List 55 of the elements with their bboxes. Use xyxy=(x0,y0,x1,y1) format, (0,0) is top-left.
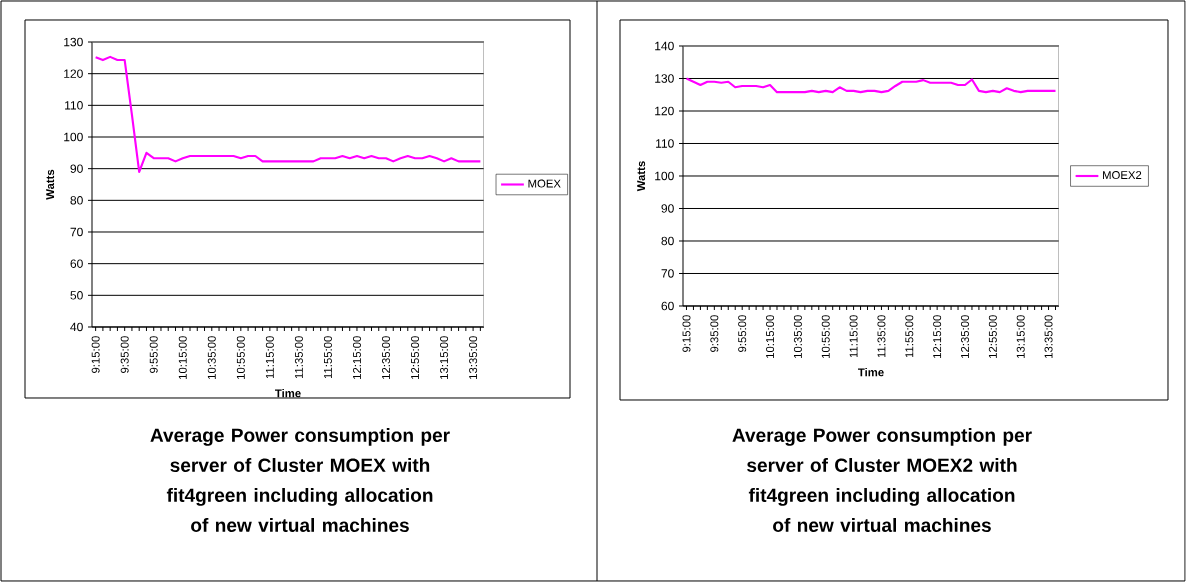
x-axis-title: Time xyxy=(275,388,301,398)
x-tick-label: 11:15:00 xyxy=(265,336,274,379)
x-tick-label: 12:55:00 xyxy=(411,336,420,379)
x-tick-label: 11:55:00 xyxy=(323,336,332,379)
y-tick-label: 60 xyxy=(70,259,83,268)
x-axis-title: Time xyxy=(858,367,884,377)
y-tick-label: 120 xyxy=(655,106,674,116)
y-tick-label: 140 xyxy=(655,41,674,51)
legend-label: MOEX2 xyxy=(1103,171,1142,180)
x-tick-label: 12:15:00 xyxy=(352,336,361,379)
x-tick-label: 9:15:00 xyxy=(91,336,100,373)
x-tick-label: 10:55:00 xyxy=(236,336,245,379)
x-tick-label: 11:55:00 xyxy=(905,315,914,358)
y-axis-title: Watts xyxy=(46,169,55,200)
y-tick-label: 120 xyxy=(64,69,83,78)
y-tick-label: 80 xyxy=(661,236,674,246)
legend-label: MOEX xyxy=(528,179,561,188)
y-tick-label: 110 xyxy=(65,101,83,110)
text: Average Power consumption per server of Cluster MOEX with fit4green including allocation of new virtual machines xyxy=(150,427,450,532)
x-tick-label: 10:55:00 xyxy=(821,315,830,358)
x-tick-label: 9:35:00 xyxy=(710,315,719,352)
x-tick-label: 9:55:00 xyxy=(738,315,747,352)
x-tick-label: 11:15:00 xyxy=(849,315,858,358)
x-tick-label: 11:35:00 xyxy=(877,315,886,358)
x-tick-label: 9:35:00 xyxy=(120,336,129,373)
text: Average Power consumption per server of Cluster MOEX2 with fit4green including allocation of new virtual machines xyxy=(732,427,1032,532)
x-tick-label: 12:35:00 xyxy=(960,315,969,358)
y-tick-label: 90 xyxy=(70,164,83,173)
x-tick-label: 10:35:00 xyxy=(207,336,216,379)
x-tick-label: 10:35:00 xyxy=(793,315,802,358)
x-tick-label: 9:55:00 xyxy=(149,336,158,373)
y-tick-label: 90 xyxy=(661,204,674,213)
x-tick-label: 12:55:00 xyxy=(988,315,997,358)
y-tick-label: 100 xyxy=(64,132,83,142)
x-tick-label: 13:35:00 xyxy=(1044,315,1053,358)
y-tick-label: 70 xyxy=(661,269,674,278)
y-tick-label: 130 xyxy=(64,37,83,47)
y-tick-label: 110 xyxy=(656,139,674,148)
y-axis-title: Watts xyxy=(637,161,646,192)
y-tick-label: 40 xyxy=(70,322,83,332)
x-tick-label: 11:35:00 xyxy=(294,336,303,379)
x-tick-label: 13:35:00 xyxy=(469,336,478,379)
x-tick-label: 9:15:00 xyxy=(682,315,691,352)
x-tick-label: 13:15:00 xyxy=(440,336,449,379)
y-tick-label: 60 xyxy=(661,301,674,311)
x-tick-label: 13:15:00 xyxy=(1016,315,1025,358)
x-tick-label: 12:15:00 xyxy=(933,315,942,358)
y-tick-label: 100 xyxy=(655,171,674,181)
x-tick-label: 10:15:00 xyxy=(178,336,187,379)
x-tick-label: 12:35:00 xyxy=(382,336,391,379)
y-tick-label: 80 xyxy=(70,196,83,205)
y-tick-label: 70 xyxy=(70,227,83,237)
y-tick-label: 130 xyxy=(655,74,674,83)
x-tick-label: 10:15:00 xyxy=(766,315,775,358)
y-tick-label: 50 xyxy=(70,291,83,300)
